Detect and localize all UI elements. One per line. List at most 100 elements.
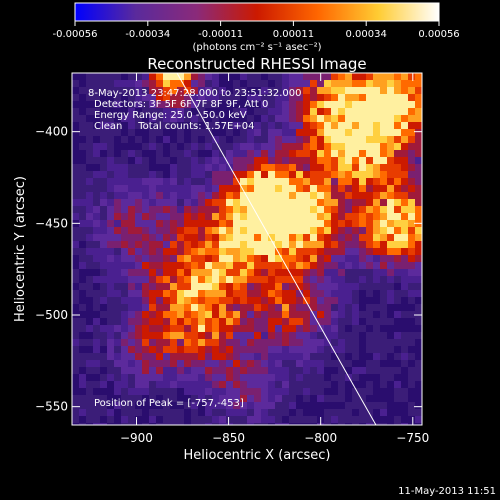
heatmap-cell <box>345 318 353 326</box>
heatmap-cell <box>219 325 227 333</box>
heatmap-cell <box>289 395 297 403</box>
heatmap-cell <box>261 87 269 95</box>
heatmap-cell <box>233 318 241 326</box>
heatmap-cell <box>219 297 227 305</box>
heatmap-cell <box>387 199 395 207</box>
heatmap-cell <box>289 416 297 424</box>
heatmap-cell <box>156 255 164 263</box>
heatmap-cell <box>387 206 395 214</box>
heatmap-cell <box>352 206 360 214</box>
heatmap-cell <box>289 325 297 333</box>
heatmap-cell <box>373 101 381 109</box>
heatmap-cell <box>303 101 311 109</box>
heatmap-cell <box>359 360 367 368</box>
heatmap-cell <box>170 80 178 88</box>
heatmap-cell <box>79 262 87 270</box>
heatmap-cell <box>268 87 276 95</box>
heatmap-cell <box>401 269 409 277</box>
heatmap-cell <box>408 262 416 270</box>
heatmap-cell <box>415 318 422 326</box>
heatmap-cell <box>128 178 136 186</box>
heatmap-cell <box>331 325 339 333</box>
heatmap-cell <box>331 157 339 165</box>
heatmap-cell <box>296 374 304 382</box>
heatmap-cell <box>387 353 395 361</box>
heatmap-cell <box>93 318 101 326</box>
heatmap-cell <box>163 283 171 291</box>
heatmap-cell <box>282 227 290 235</box>
heatmap-cell <box>142 381 150 389</box>
heatmap-cell <box>212 402 220 410</box>
heatmap-cell <box>205 150 213 158</box>
heatmap-cell <box>275 297 283 305</box>
heatmap-cell <box>170 234 178 242</box>
heatmap-cell <box>156 192 164 200</box>
heatmap-cell <box>184 178 192 186</box>
heatmap-cell <box>219 213 227 221</box>
heatmap-cell <box>100 423 108 425</box>
heatmap-cell <box>93 108 101 116</box>
heatmap-cell <box>261 220 269 228</box>
colorbar: -0.00056 -0.00034 -0.00011 0.00011 0.00034 0.… <box>53 2 460 53</box>
heatmap-cell <box>142 185 150 193</box>
heatmap-cell <box>205 367 213 375</box>
heatmap-cell <box>254 318 262 326</box>
heatmap-cell <box>289 101 297 109</box>
heatmap-cell <box>415 269 422 277</box>
heatmap-cell <box>142 283 150 291</box>
heatmap-cell <box>191 367 199 375</box>
heatmap-cell <box>345 150 353 158</box>
heatmap-cell <box>338 199 346 207</box>
heatmap-cell <box>275 290 283 298</box>
heatmap-cell <box>296 94 304 102</box>
heatmap-cell <box>233 227 241 235</box>
heatmap-cell <box>310 255 318 263</box>
heatmap-cell <box>401 157 409 165</box>
heatmap-cell <box>142 255 150 263</box>
heatmap-cell <box>72 136 80 144</box>
heatmap-cell <box>163 80 171 88</box>
heatmap-cell <box>359 297 367 305</box>
heatmap-cell <box>184 339 192 347</box>
heatmap-cell <box>282 185 290 193</box>
heatmap-cell <box>268 304 276 312</box>
heatmap-cell <box>149 192 157 200</box>
heatmap-cell <box>275 374 283 382</box>
heatmap-cell <box>240 129 248 137</box>
heatmap-cell <box>72 94 80 102</box>
heatmap-cell <box>401 360 409 368</box>
heatmap-cell <box>310 409 318 417</box>
heatmap-cell <box>128 269 136 277</box>
heatmap-cell <box>331 388 339 396</box>
heatmap-cell <box>289 87 297 95</box>
heatmap-cell <box>247 234 255 242</box>
x-tick-label: −850 <box>212 431 245 445</box>
heatmap-cell <box>415 395 422 403</box>
heatmap-cell <box>387 94 395 102</box>
heatmap-cell <box>359 311 367 319</box>
heatmap-cell <box>93 185 101 193</box>
heatmap-cell <box>79 360 87 368</box>
heatmap-cell <box>380 248 388 256</box>
heatmap-cell <box>254 241 262 249</box>
heatmap-cell <box>373 206 381 214</box>
heatmap-cell <box>387 108 395 116</box>
heatmap-cell <box>240 381 248 389</box>
heatmap-cell <box>114 367 122 375</box>
heatmap-cell <box>114 143 122 151</box>
heatmap-cell <box>331 171 339 179</box>
heatmap-cell <box>149 360 157 368</box>
heatmap-cell <box>149 199 157 207</box>
heatmap-cell <box>275 346 283 354</box>
heatmap-cell <box>303 346 311 354</box>
heatmap-cell <box>72 283 80 291</box>
heatmap-cell <box>93 248 101 256</box>
heatmap-cell <box>373 325 381 333</box>
heatmap-cell <box>240 248 248 256</box>
heatmap-cell <box>170 374 178 382</box>
heatmap-cell <box>205 304 213 312</box>
heatmap-cell <box>303 409 311 417</box>
heatmap-cell <box>114 283 122 291</box>
heatmap-cell <box>289 206 297 214</box>
heatmap-cell <box>303 255 311 263</box>
